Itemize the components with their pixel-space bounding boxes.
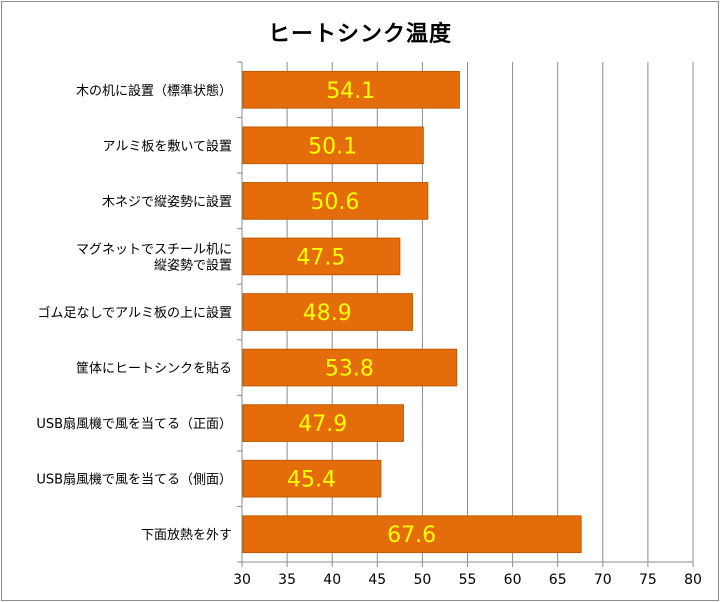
bar (242, 126, 424, 165)
bar-value-label: 54.1 (326, 79, 375, 104)
category-label: USB扇風機で風を当てる（正面） (36, 416, 232, 432)
category-label-line: 木の机に設置（標準状態） (76, 83, 232, 99)
category-label: 下面放熱を外す (141, 528, 232, 543)
bar (242, 459, 382, 498)
category-label-line: 下面放熱を外す (141, 528, 232, 543)
bar-value-label: 47.9 (298, 412, 347, 437)
bar-value-label: 50.6 (310, 190, 359, 215)
bar (242, 348, 458, 387)
x-tick-label: 50 (413, 572, 431, 588)
x-tick-label: 80 (684, 572, 702, 588)
x-tick-label: 30 (233, 572, 251, 588)
x-tick-label: 75 (639, 572, 657, 588)
bar (242, 515, 582, 554)
bar-value-label: 45.4 (287, 468, 336, 493)
category-label-line: マグネットでスチール机に (76, 242, 232, 257)
category-label: ゴム足なしでアルミ板の上に設置 (38, 305, 232, 321)
category-label: 木の机に設置（標準状態） (76, 83, 232, 99)
category-label: マグネットでスチール机に縦姿勢で設置 (76, 242, 232, 273)
x-tick-label: 65 (549, 572, 567, 588)
x-tick-label: 40 (323, 572, 341, 588)
category-label-line: USB扇風機で風を当てる（側面） (36, 472, 232, 488)
category-label-line: 木ネジで縦姿勢に設置 (102, 194, 232, 210)
bar-value-label: 48.9 (303, 301, 352, 326)
bar (242, 182, 429, 220)
category-label-line: 筐体にヒートシンクを貼る (76, 361, 232, 377)
chart-title: ヒートシンク温度 (267, 22, 452, 47)
bar-value-label: 47.5 (296, 245, 345, 270)
category-label: 木ネジで縦姿勢に設置 (102, 194, 232, 210)
bar (242, 404, 404, 442)
x-tick-label: 60 (504, 572, 522, 588)
bar-value-label: 53.8 (325, 357, 374, 382)
bar-value-label: 67.6 (387, 523, 436, 548)
bar (242, 293, 413, 331)
bar (242, 70, 460, 109)
category-label: 筐体にヒートシンクを貼る (76, 361, 232, 377)
x-tick-label: 35 (278, 572, 296, 588)
x-tick-label: 45 (368, 572, 386, 588)
category-label-line: 縦姿勢で設置 (154, 257, 232, 273)
category-label-line: USB扇風機で風を当てる（正面） (36, 416, 232, 432)
x-tick-label: 55 (459, 572, 477, 588)
bar-value-label: 50.1 (308, 134, 357, 159)
category-label: USB扇風機で風を当てる（側面） (36, 472, 232, 488)
category-label-line: ゴム足なしでアルミ板の上に設置 (38, 305, 232, 321)
category-label-line: アルミ板を敷いて設置 (103, 138, 232, 154)
x-tick-label: 70 (594, 572, 612, 588)
category-label: アルミ板を敷いて設置 (103, 138, 232, 154)
bar (242, 237, 401, 276)
